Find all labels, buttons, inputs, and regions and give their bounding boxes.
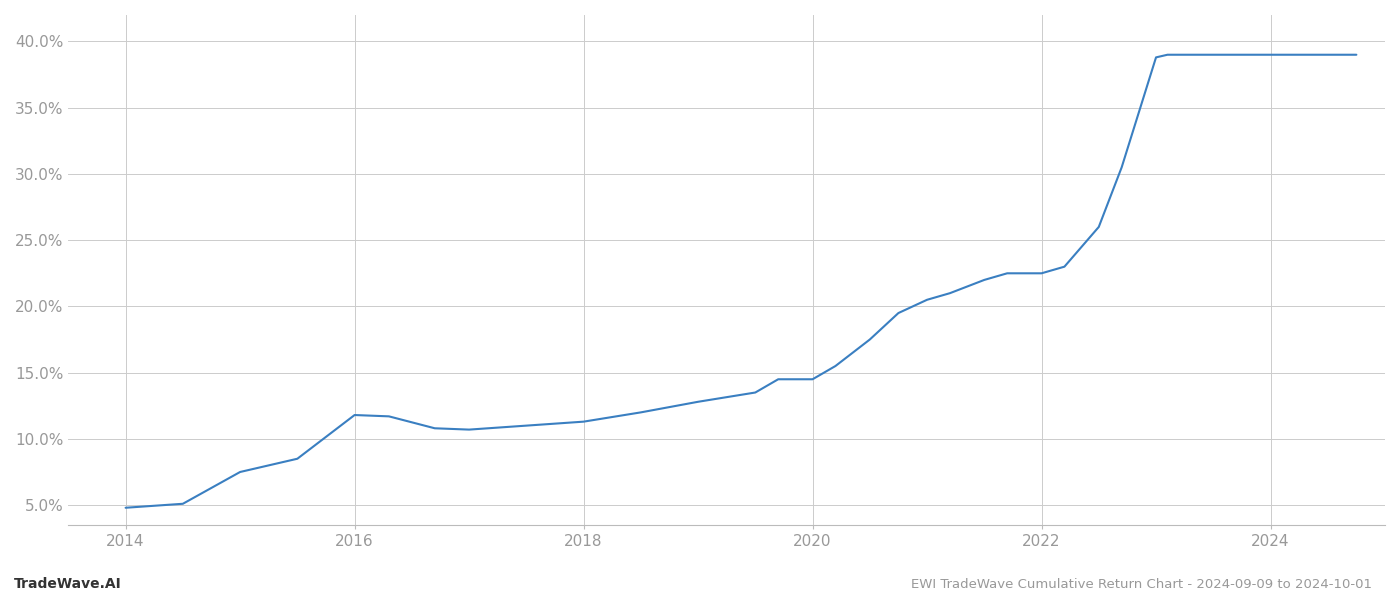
Text: TradeWave.AI: TradeWave.AI — [14, 577, 122, 591]
Text: EWI TradeWave Cumulative Return Chart - 2024-09-09 to 2024-10-01: EWI TradeWave Cumulative Return Chart - … — [911, 578, 1372, 591]
